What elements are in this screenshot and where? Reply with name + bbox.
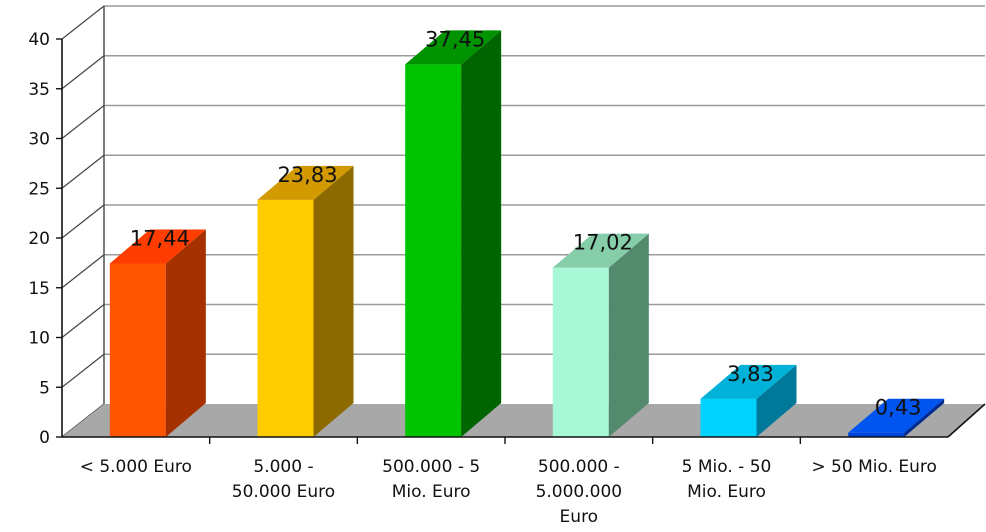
bar-side — [165, 229, 206, 437]
bar — [109, 229, 206, 437]
category-label: 500.000 - 5 — [382, 457, 480, 477]
chart-floor-plane — [62, 404, 985, 437]
category-label: 5.000.000 — [536, 482, 623, 502]
bar-top — [257, 165, 354, 200]
bar-side — [756, 364, 797, 437]
category-label: Mio. Euro — [687, 482, 766, 502]
y-tick-label: 5 — [39, 378, 50, 398]
side-wall-gridline — [61, 154, 105, 189]
data-label: 0,43 — [875, 396, 922, 420]
floor-right-edge — [947, 403, 986, 438]
bar-side — [904, 398, 945, 437]
bar-front — [552, 267, 609, 437]
category-label: 500.000 - — [538, 457, 620, 477]
category-label: > 50 Mio. Euro — [811, 457, 937, 477]
bar-front — [405, 64, 462, 437]
side-wall-gridline — [61, 353, 105, 388]
bar-top — [405, 30, 502, 65]
side-wall-gridline — [61, 304, 105, 338]
bar-front — [848, 432, 905, 437]
side-wall-gridline — [61, 254, 105, 289]
bar — [552, 233, 649, 437]
bar-side — [461, 30, 502, 438]
data-label: 37,45 — [425, 27, 485, 51]
data-label: 17,02 — [573, 231, 633, 255]
chart-labels: 17,44 < 5.000 Euro 23,83 5.000 - 50.000 Euro… — [28, 27, 937, 527]
side-wall-gridline — [61, 5, 105, 40]
bar — [257, 165, 354, 438]
category-label: 50.000 Euro — [232, 482, 335, 502]
bar-front — [257, 199, 314, 437]
y-tick-label: 0 — [39, 428, 50, 448]
bar-side — [313, 165, 354, 438]
chart-bars — [109, 30, 945, 438]
category-label: Euro — [560, 507, 599, 527]
y-tick-label: 25 — [28, 179, 50, 199]
chart-axes — [56, 38, 986, 444]
side-wall-gridline — [61, 105, 105, 139]
y-tick-label: 35 — [28, 80, 50, 100]
data-label: 3,83 — [727, 362, 774, 386]
y-tick-label: 40 — [28, 30, 50, 50]
y-tick-label: 20 — [28, 229, 50, 249]
data-label: 17,44 — [130, 226, 190, 250]
y-tick-label: 15 — [28, 279, 50, 299]
category-label: Mio. Euro — [392, 482, 471, 502]
bar-front — [109, 263, 166, 437]
bar — [405, 30, 502, 438]
category-label: 5 Mio. - 50 — [682, 457, 772, 477]
bar-top — [700, 364, 797, 399]
chart-grid — [61, 5, 985, 438]
bar-top — [848, 398, 945, 433]
bar — [848, 398, 945, 437]
bar — [700, 364, 797, 437]
chart-floor — [62, 404, 985, 437]
bar-side — [608, 233, 649, 437]
y-tick-label: 10 — [28, 329, 50, 349]
bar-front — [700, 398, 757, 437]
data-label: 23,83 — [277, 163, 337, 187]
y-tick-label: 30 — [28, 130, 50, 150]
category-label: < 5.000 Euro — [80, 457, 192, 477]
side-wall-gridline — [61, 55, 105, 90]
bar-top — [109, 229, 206, 264]
side-wall-gridline — [61, 204, 105, 239]
bar-top — [552, 233, 649, 268]
category-label: 5.000 - — [253, 457, 313, 477]
